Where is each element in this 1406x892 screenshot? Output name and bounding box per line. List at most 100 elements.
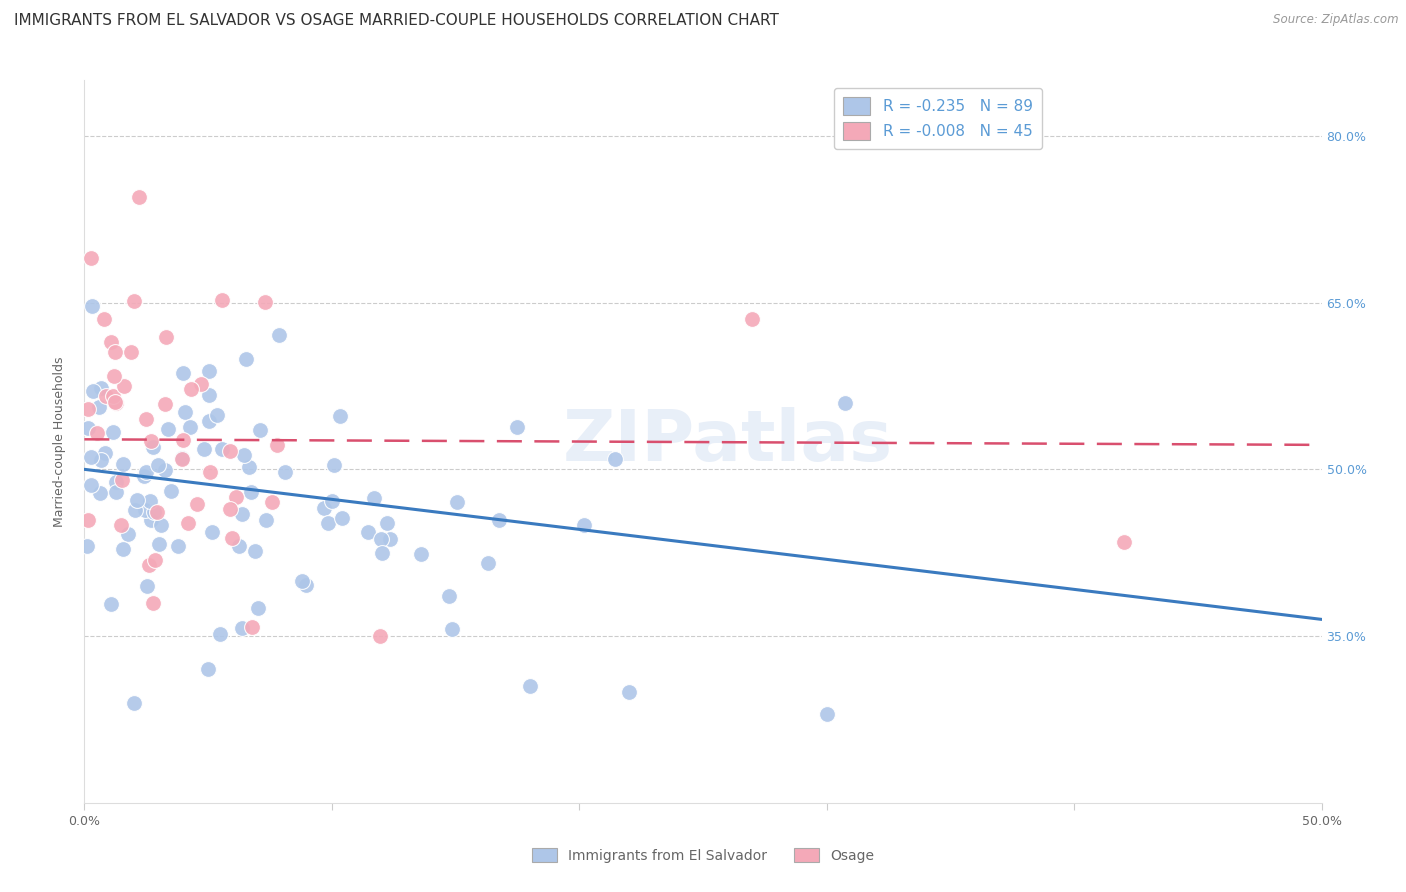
Point — [135, 465, 157, 479]
Point — [94, 446, 117, 460]
Point — [477, 556, 499, 570]
Point — [77, 513, 100, 527]
Point — [172, 433, 194, 447]
Point — [370, 532, 392, 546]
Point — [157, 422, 180, 436]
Point — [174, 405, 197, 419]
Point — [80, 450, 103, 464]
Point — [155, 462, 177, 476]
Point — [80, 478, 103, 492]
Point — [290, 574, 312, 588]
Point — [142, 595, 165, 609]
Point — [100, 335, 122, 350]
Point — [370, 629, 392, 643]
Point — [155, 330, 177, 344]
Point — [167, 539, 190, 553]
Point — [409, 547, 432, 561]
Point — [104, 485, 127, 500]
Point — [219, 444, 242, 458]
Point — [104, 396, 127, 410]
Point — [208, 626, 231, 640]
Point — [378, 533, 401, 547]
Point — [231, 621, 253, 635]
Point — [193, 442, 215, 457]
Point — [205, 408, 228, 422]
Point — [316, 516, 339, 530]
Point — [128, 190, 150, 204]
Point — [239, 484, 262, 499]
Point — [506, 420, 529, 434]
Point — [371, 546, 394, 560]
Point — [363, 491, 385, 505]
Point — [437, 589, 460, 603]
Point — [519, 679, 541, 693]
Point — [249, 423, 271, 437]
Point — [103, 368, 125, 383]
Point — [815, 706, 838, 721]
Point — [103, 389, 125, 403]
Point — [231, 507, 253, 521]
Point — [617, 684, 640, 698]
Point — [179, 419, 201, 434]
Point — [134, 469, 156, 483]
Point — [87, 400, 110, 414]
Point — [146, 458, 169, 473]
Point — [142, 440, 165, 454]
Point — [111, 541, 134, 556]
Text: Source: ZipAtlas.com: Source: ZipAtlas.com — [1274, 13, 1399, 27]
Point — [124, 503, 146, 517]
Point — [149, 517, 172, 532]
Point — [312, 501, 335, 516]
Point — [101, 425, 124, 439]
Point — [90, 453, 112, 467]
Point — [177, 516, 200, 530]
Point — [238, 460, 260, 475]
Point — [198, 364, 221, 378]
Point — [80, 251, 103, 265]
Point — [377, 516, 399, 531]
Point — [136, 579, 159, 593]
Point — [186, 498, 208, 512]
Point — [139, 513, 162, 527]
Point — [329, 409, 352, 423]
Point — [197, 414, 219, 428]
Y-axis label: Married-couple Households: Married-couple Households — [52, 356, 66, 527]
Point — [240, 619, 263, 633]
Point — [211, 442, 233, 456]
Point — [93, 311, 115, 326]
Point — [125, 493, 148, 508]
Point — [322, 458, 344, 473]
Point — [221, 531, 243, 545]
Point — [142, 505, 165, 519]
Point — [254, 294, 277, 309]
Point — [267, 327, 290, 342]
Point — [111, 473, 134, 487]
Point — [170, 451, 193, 466]
Point — [134, 502, 156, 516]
Point — [104, 395, 127, 409]
Point — [262, 494, 284, 508]
Point — [247, 601, 270, 615]
Point — [112, 379, 135, 393]
Point — [228, 539, 250, 553]
Point — [198, 388, 221, 402]
Text: ZIPatlas: ZIPatlas — [562, 407, 893, 476]
Point — [1112, 534, 1135, 549]
Point — [105, 475, 128, 489]
Point — [145, 505, 167, 519]
Point — [605, 451, 627, 466]
Point — [111, 458, 134, 472]
Point — [243, 543, 266, 558]
Point — [198, 465, 221, 479]
Point — [86, 426, 108, 441]
Point — [180, 382, 202, 396]
Point — [139, 494, 162, 508]
Point — [201, 525, 224, 540]
Point — [104, 345, 127, 359]
Point — [135, 412, 157, 426]
Point — [170, 450, 193, 465]
Point — [122, 696, 145, 710]
Point — [100, 597, 122, 611]
Point — [321, 494, 343, 508]
Point — [89, 485, 111, 500]
